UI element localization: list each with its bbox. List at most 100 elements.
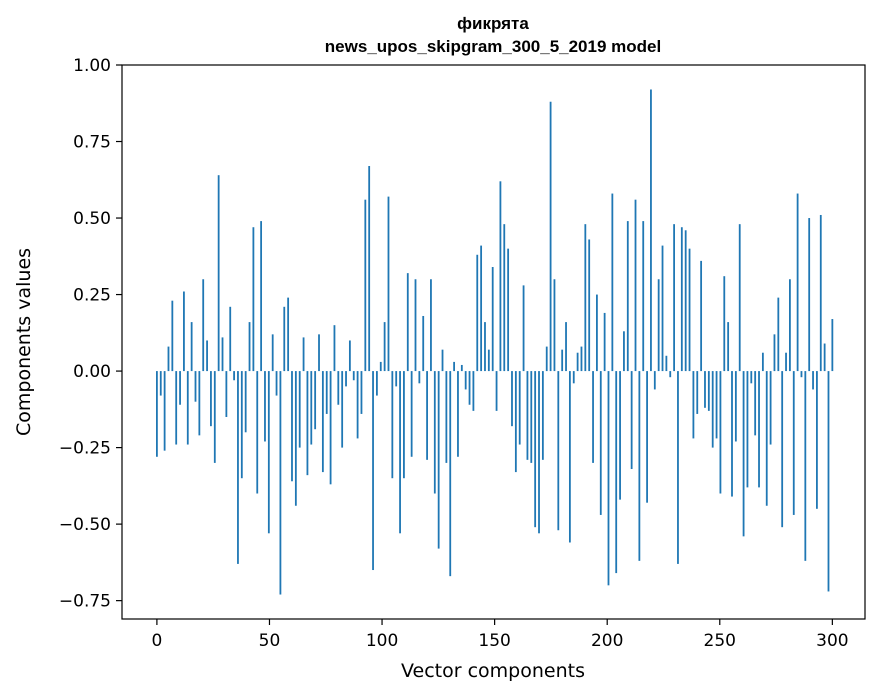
bar bbox=[530, 371, 533, 463]
bar bbox=[210, 371, 212, 427]
bar bbox=[302, 337, 305, 372]
bar bbox=[194, 371, 197, 402]
x-axis-label: Vector components bbox=[401, 660, 585, 682]
bar bbox=[599, 371, 602, 515]
bar bbox=[638, 371, 641, 561]
bar bbox=[557, 371, 560, 531]
bar bbox=[341, 371, 344, 448]
bar bbox=[746, 371, 749, 488]
bar bbox=[657, 279, 660, 372]
bar bbox=[588, 239, 591, 372]
bar bbox=[507, 248, 510, 372]
bar bbox=[225, 371, 228, 417]
bar bbox=[738, 224, 741, 372]
bar bbox=[611, 193, 614, 372]
bar bbox=[669, 371, 672, 378]
bar bbox=[418, 371, 421, 384]
bar bbox=[414, 279, 417, 372]
plot-frame bbox=[121, 64, 866, 620]
bar bbox=[700, 260, 703, 372]
bar bbox=[387, 196, 390, 372]
bar bbox=[229, 306, 232, 372]
bar bbox=[352, 371, 355, 381]
bars-group bbox=[156, 89, 834, 595]
bar bbox=[348, 340, 351, 372]
bar bbox=[650, 89, 652, 372]
bar bbox=[198, 371, 201, 436]
bar bbox=[553, 279, 556, 372]
bar bbox=[545, 346, 548, 372]
bar bbox=[673, 224, 675, 372]
chart-title-line-1: фикрята bbox=[457, 14, 529, 33]
bar bbox=[484, 322, 486, 372]
bar bbox=[360, 371, 363, 414]
bar bbox=[267, 371, 270, 534]
x-axis-ticks: 0 50 100 150 200 250 300 bbox=[151, 619, 849, 651]
bar bbox=[310, 371, 313, 445]
bar bbox=[383, 322, 386, 372]
bar bbox=[816, 371, 818, 509]
bar bbox=[615, 371, 618, 574]
bar bbox=[156, 371, 158, 457]
bar bbox=[688, 248, 691, 372]
bar bbox=[750, 371, 753, 384]
bar bbox=[800, 371, 803, 378]
bar bbox=[734, 371, 737, 442]
bar bbox=[495, 371, 498, 411]
bar bbox=[476, 254, 479, 372]
y-tick-label: 1.00 bbox=[73, 56, 111, 76]
y-tick-label: 0.75 bbox=[73, 133, 111, 153]
bar bbox=[819, 214, 822, 372]
bar bbox=[329, 371, 332, 485]
bar bbox=[372, 371, 374, 571]
bar bbox=[653, 371, 656, 390]
bar bbox=[256, 371, 259, 494]
bar bbox=[491, 267, 494, 372]
bar bbox=[190, 322, 193, 372]
bar bbox=[291, 371, 293, 482]
bar bbox=[457, 371, 459, 457]
bar bbox=[426, 371, 428, 460]
bar bbox=[707, 371, 710, 411]
bar bbox=[271, 334, 274, 372]
bar bbox=[287, 297, 290, 372]
bar bbox=[441, 349, 444, 372]
bar bbox=[264, 371, 266, 442]
bar bbox=[804, 371, 807, 561]
bar bbox=[206, 340, 208, 372]
bar bbox=[777, 297, 780, 372]
bar bbox=[719, 371, 722, 494]
bar bbox=[619, 371, 621, 500]
bar bbox=[283, 306, 286, 372]
bar bbox=[541, 371, 544, 460]
bar bbox=[584, 224, 587, 372]
bar bbox=[626, 221, 629, 372]
bar bbox=[217, 175, 220, 372]
y-axis-label: Components values bbox=[13, 248, 35, 436]
bar bbox=[480, 245, 483, 372]
bar bbox=[603, 312, 606, 372]
bar bbox=[665, 355, 668, 372]
bar bbox=[395, 371, 398, 387]
bar bbox=[812, 371, 814, 390]
bar bbox=[294, 371, 297, 506]
y-tick-label: 0.25 bbox=[73, 286, 111, 306]
bar bbox=[642, 221, 645, 372]
x-tick-label: 250 bbox=[704, 631, 736, 651]
bar bbox=[549, 101, 552, 372]
bar bbox=[306, 371, 309, 476]
bar bbox=[503, 224, 506, 372]
bar bbox=[433, 371, 436, 494]
y-tick-label: 0.00 bbox=[73, 362, 111, 382]
bar bbox=[248, 322, 251, 372]
bar bbox=[391, 371, 394, 479]
y-tick-label: −0.50 bbox=[59, 515, 111, 535]
bar bbox=[572, 371, 575, 384]
bar bbox=[696, 371, 699, 414]
bar bbox=[792, 371, 795, 515]
bar bbox=[758, 371, 760, 488]
bar bbox=[171, 300, 174, 372]
bar bbox=[321, 371, 324, 473]
bar bbox=[403, 371, 405, 479]
x-tick-label: 100 bbox=[366, 631, 398, 651]
